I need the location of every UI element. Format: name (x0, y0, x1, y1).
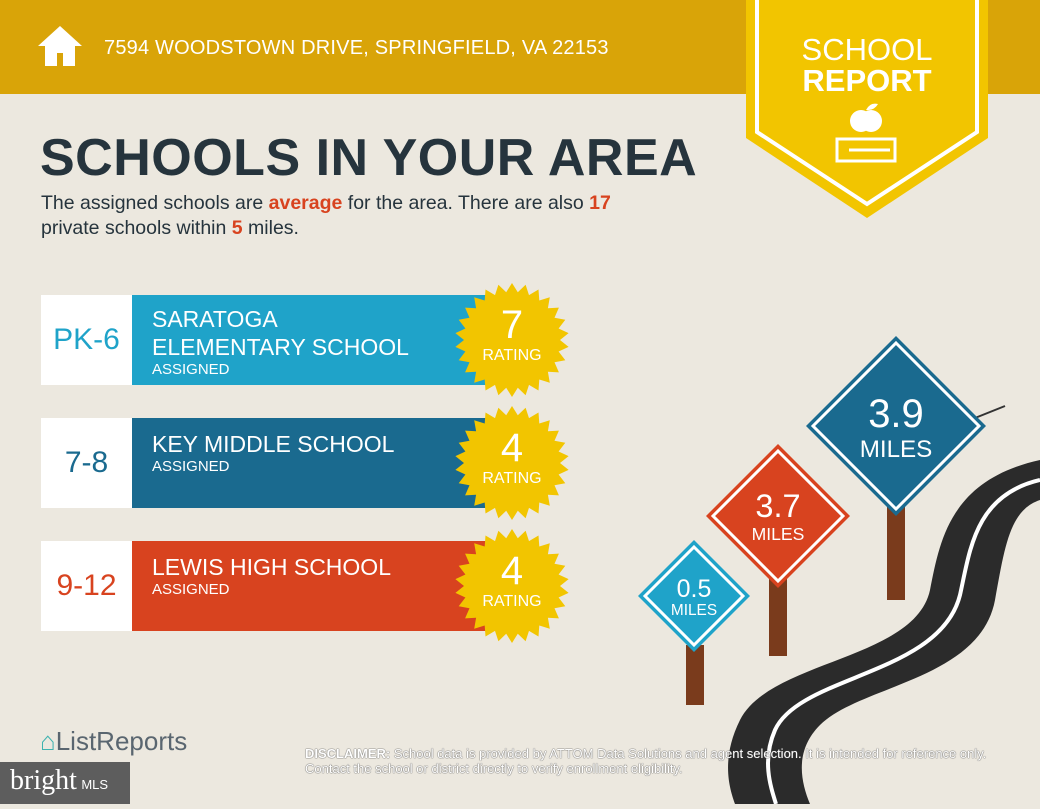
rating-value: 4 (500, 549, 524, 593)
badge-line2: REPORT (802, 63, 932, 98)
apple-on-book-icon (835, 103, 897, 163)
school-name: SARATOGA (152, 306, 278, 332)
sign-post (769, 570, 787, 656)
page-title: SCHOOLS IN YOUR AREA (40, 129, 698, 187)
school-report-badge (746, 0, 988, 218)
rating-value: 4 (500, 426, 524, 470)
rating-value: 7 (500, 303, 524, 347)
grade-range: PK-6 (41, 295, 132, 385)
distance-sign (806, 336, 986, 516)
school-name-line2: ELEMENTARY SCHOOL (152, 334, 409, 360)
school-bar: LEWIS HIGH SCHOOL ASSIGNED (132, 541, 492, 631)
school-row: 9-12 LEWIS HIGH SCHOOL ASSIGNED 4 RATING (41, 529, 581, 643)
rating-starburst-icon (455, 283, 569, 397)
school-bar: SARATOGA ELEMENTARY SCHOOL ASSIGNED (132, 295, 492, 385)
distance-label: 3.9 MILES (859, 392, 933, 463)
grade-range: 7-8 (41, 418, 132, 508)
school-name: KEY MIDDLE SCHOOL (152, 431, 395, 457)
property-address: 7594 WOODSTOWN DRIVE, SPRINGFIELD, VA 22… (104, 37, 609, 59)
rating-badge: 7 RATING (455, 295, 569, 385)
school-row: 7-8 KEY MIDDLE SCHOOL ASSIGNED 4 RATING (41, 406, 581, 520)
home-icon (38, 26, 82, 66)
rating-badge: 4 RATING (455, 541, 569, 631)
listreports-logo: ⌂ListReports (40, 726, 188, 756)
sign-post (686, 645, 704, 705)
rating-starburst-icon (455, 406, 569, 520)
distance-label: 0.5 MILES (670, 575, 718, 619)
distance-sign (638, 540, 750, 652)
rating-label: RATING (482, 593, 542, 610)
school-row: PK-6 SARATOGA ELEMENTARY SCHOOL ASSIGNED… (41, 283, 581, 397)
grade-range: 9-12 (41, 541, 132, 631)
summary-text: The assigned schools are average for the… (41, 192, 611, 239)
sign-post (887, 500, 905, 600)
rating-starburst-icon (455, 529, 569, 643)
assignment-status: ASSIGNED (152, 581, 230, 598)
school-bar: KEY MIDDLE SCHOOL ASSIGNED (132, 418, 492, 508)
road-illustration (638, 336, 1040, 805)
rating-badge: 4 RATING (455, 418, 569, 508)
badge-line1: SCHOOL (801, 32, 933, 67)
disclaimer: DISCLAIMER: School data is provided by A… (305, 746, 987, 776)
assignment-status: ASSIGNED (152, 458, 230, 475)
rating-label: RATING (482, 347, 542, 364)
school-name: LEWIS HIGH SCHOOL (152, 554, 391, 580)
rating-label: RATING (482, 470, 542, 487)
bright-mls-logo: bright MLS (0, 762, 130, 804)
distance-label: 3.7 MILES (751, 488, 805, 544)
assignment-status: ASSIGNED (152, 361, 230, 378)
road-scene: 0.5 MILES 3.7 MILES 3.9 MILES (600, 330, 1040, 809)
distance-sign (706, 444, 850, 588)
